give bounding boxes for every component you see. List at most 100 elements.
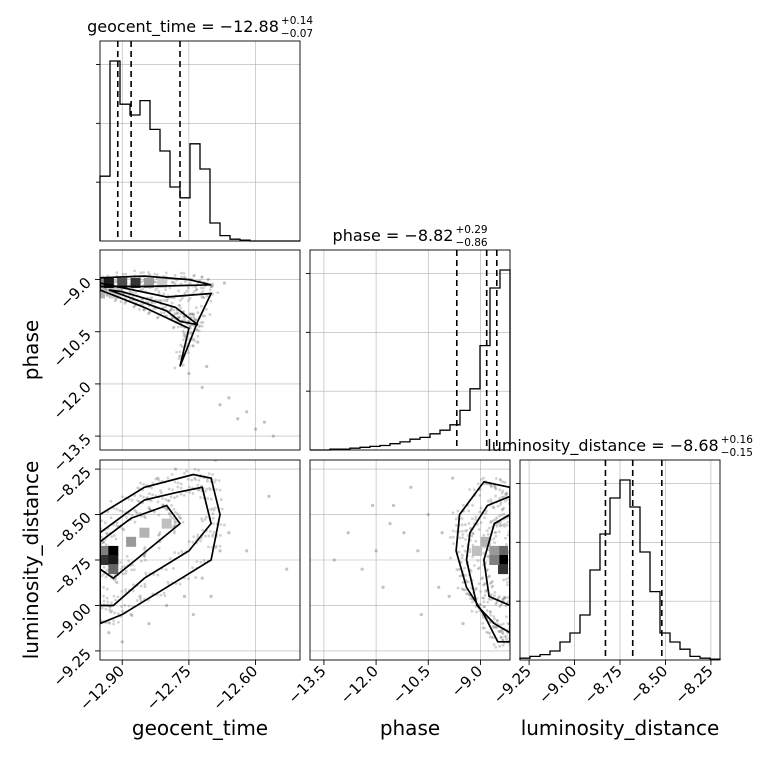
sample-point: [175, 350, 178, 354]
sample-point: [485, 609, 489, 612]
sample-point: [105, 288, 109, 292]
sample-point: [500, 491, 504, 495]
sample-point: [134, 291, 138, 294]
sample-point: [91, 581, 94, 584]
sample-point: [346, 531, 350, 535]
sample-point: [494, 477, 498, 480]
sample-point: [491, 505, 495, 509]
sample-point: [391, 503, 396, 508]
density-cell: [498, 545, 509, 556]
sample-point: [159, 298, 163, 302]
sample-point: [176, 325, 180, 329]
contour-line: [483, 513, 510, 607]
sample-point: [143, 516, 147, 520]
sample-point: [176, 485, 180, 489]
sample-point: [502, 512, 506, 516]
sample-point: [181, 345, 184, 348]
sample-point: [164, 288, 168, 292]
sample-point: [214, 546, 218, 550]
sample-point: [91, 508, 94, 511]
sample-point: [505, 583, 509, 587]
contour-line: [465, 495, 510, 634]
sample-point: [171, 516, 174, 520]
sample-point: [110, 535, 114, 538]
sample-point: [136, 499, 140, 503]
sample-point: [164, 498, 168, 501]
sample-point: [482, 533, 486, 537]
sample-point: [476, 559, 480, 563]
sample-point: [156, 315, 160, 319]
sample-point: [193, 339, 197, 343]
sample-point: [193, 467, 197, 471]
axes-frame: [309, 249, 511, 451]
sample-point: [510, 530, 513, 533]
sample-point: [511, 560, 514, 563]
sample-point: [170, 306, 173, 310]
sample-point: [501, 480, 505, 484]
sample-point: [501, 631, 505, 634]
sample-point: [122, 528, 126, 532]
sample-point: [162, 299, 166, 302]
sample-point: [138, 308, 141, 311]
sample-point: [94, 287, 97, 290]
sample-point: [454, 523, 458, 527]
sample-point: [183, 335, 187, 339]
sample-point: [455, 568, 459, 572]
sample-point: [97, 539, 100, 542]
sample-point: [197, 329, 201, 333]
sample-point: [173, 480, 177, 484]
sample-point: [197, 468, 200, 472]
sample-point: [200, 304, 203, 308]
sample-point: [154, 288, 157, 292]
sample-point: [176, 311, 180, 315]
sample-point: [482, 605, 486, 609]
sample-point: [192, 315, 196, 319]
sample-point: [177, 304, 181, 307]
sample-point: [193, 289, 197, 293]
sample-point: [191, 312, 195, 316]
sample-point: [115, 508, 119, 511]
sample-point: [209, 497, 213, 501]
sample-point: [112, 619, 116, 623]
sample-point: [481, 596, 484, 600]
sample-point: [91, 271, 94, 274]
sample-point: [218, 545, 222, 548]
sample-point: [203, 314, 207, 318]
sample-point: [494, 518, 498, 521]
sample-point: [332, 558, 336, 562]
sample-point: [187, 540, 191, 543]
sample-point: [482, 476, 485, 480]
sample-point: [199, 560, 203, 564]
sample-point: [483, 593, 487, 597]
sample-point: [456, 586, 460, 590]
sample-point: [506, 595, 510, 599]
sample-point: [191, 344, 195, 347]
sample-point: [207, 472, 211, 476]
sample-point: [496, 618, 499, 622]
sample-point: [474, 539, 478, 543]
sample-point: [173, 551, 176, 554]
sample-point: [200, 295, 204, 299]
sample-point: [497, 629, 501, 633]
sample-point: [493, 594, 496, 597]
sample-point: [503, 524, 506, 528]
sample-point: [223, 523, 226, 527]
sample-point: [502, 578, 506, 582]
sample-point: [136, 486, 140, 490]
sample-point: [464, 538, 467, 541]
sample-point: [211, 534, 214, 538]
sample-point: [170, 472, 174, 476]
sample-point: [512, 515, 515, 518]
sample-point: [194, 576, 198, 579]
sample-point: [185, 289, 189, 293]
sample-point: [199, 539, 202, 543]
sample-point: [460, 553, 464, 557]
sample-point: [492, 617, 496, 621]
title-lower-error: −0.86: [455, 237, 487, 249]
sample-point: [402, 531, 406, 535]
sample-point: [178, 516, 182, 520]
x-tick-label: −10.5: [389, 662, 434, 707]
sample-point: [495, 619, 499, 623]
sample-point: [119, 561, 122, 564]
sample-point: [142, 308, 146, 312]
